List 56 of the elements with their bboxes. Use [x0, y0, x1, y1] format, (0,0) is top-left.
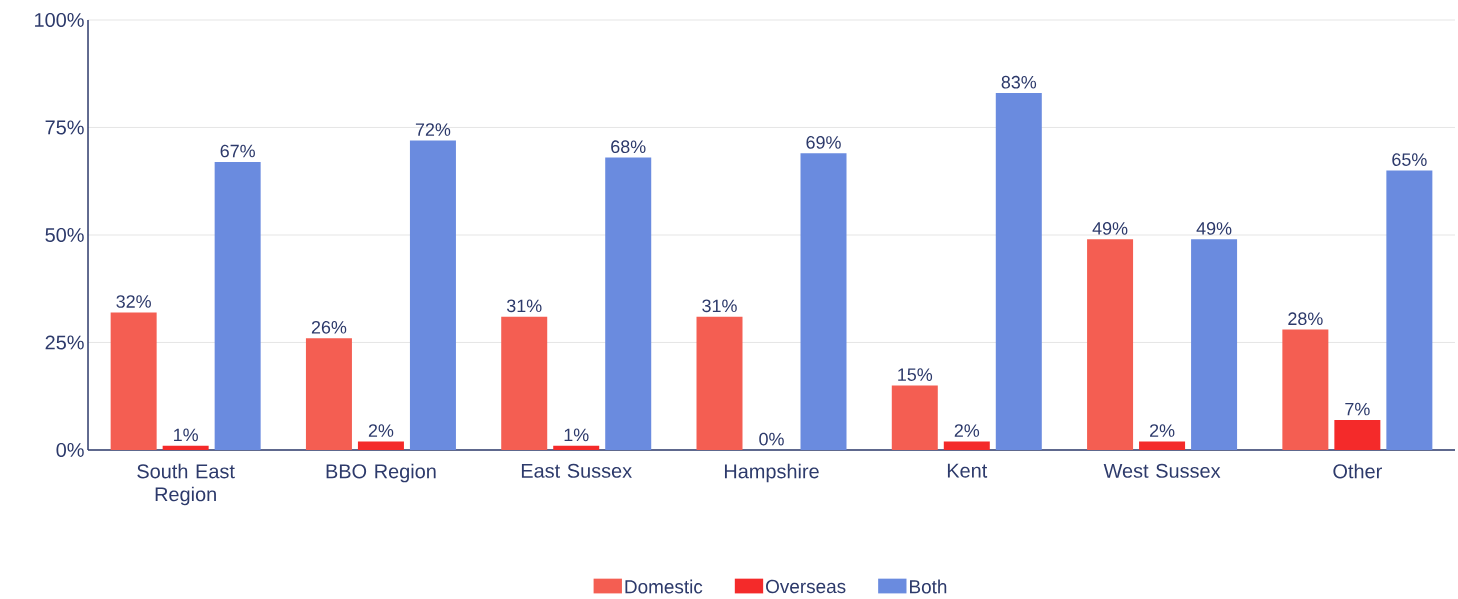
x-tick-label: BBO Region [326, 463, 436, 483]
data-label: 15% [898, 368, 933, 382]
y-tick-label: 50% [45, 228, 84, 243]
bar [110, 312, 157, 451]
legend-label: Both [910, 579, 947, 594]
data-label: 49% [1092, 222, 1128, 235]
x-tick-label: East Sussex [521, 463, 632, 478]
bar [409, 140, 456, 451]
bar [1282, 329, 1329, 451]
data-label: 31% [702, 299, 737, 313]
bar [1087, 239, 1134, 451]
data-label: 72% [415, 123, 451, 136]
bar [553, 445, 600, 451]
bar [1191, 239, 1238, 451]
bar [943, 441, 990, 451]
x-tick-label: Hampshire [724, 463, 819, 483]
data-label: 32% [116, 295, 151, 308]
bar [214, 162, 261, 451]
data-label: 0% [759, 432, 784, 446]
bar [357, 441, 404, 451]
data-label: 26% [311, 321, 347, 334]
data-label: 2% [1150, 424, 1175, 437]
data-label: 1% [174, 428, 198, 442]
data-label: 31% [506, 299, 542, 313]
y-tick-label: 75% [45, 120, 84, 135]
bar [696, 316, 743, 451]
bar [162, 445, 209, 451]
bar [605, 157, 652, 451]
x-tick-label: South East Region [137, 463, 235, 506]
data-label: 69% [806, 136, 841, 149]
bar [1139, 441, 1186, 451]
data-label: 67% [220, 144, 255, 158]
data-label: 1% [564, 428, 589, 442]
legend-label: Overseas [766, 579, 846, 594]
x-tick-label: Other [1333, 463, 1382, 479]
y-tick-label: 100% [35, 13, 84, 28]
x-tick-label: Kent [947, 463, 988, 478]
data-label: 7% [1345, 402, 1370, 416]
data-label: 2% [954, 424, 980, 437]
legend-label: Domestic [625, 579, 703, 594]
y-tick-label: 25% [45, 335, 84, 350]
bar [891, 385, 938, 451]
data-label: 49% [1196, 222, 1232, 235]
bar [800, 153, 847, 451]
y-tick-label: 0% [56, 443, 84, 458]
bar [1386, 170, 1433, 451]
bar [305, 338, 352, 451]
bar [995, 93, 1042, 451]
data-label: 83% [1001, 75, 1037, 89]
x-tick-label: West Sussex [1103, 463, 1221, 478]
bar [1334, 420, 1381, 451]
bar [501, 316, 548, 451]
data-label: 68% [611, 140, 646, 154]
data-label: 28% [1288, 312, 1323, 326]
data-label: 2% [368, 424, 394, 437]
data-label: 65% [1392, 153, 1427, 167]
